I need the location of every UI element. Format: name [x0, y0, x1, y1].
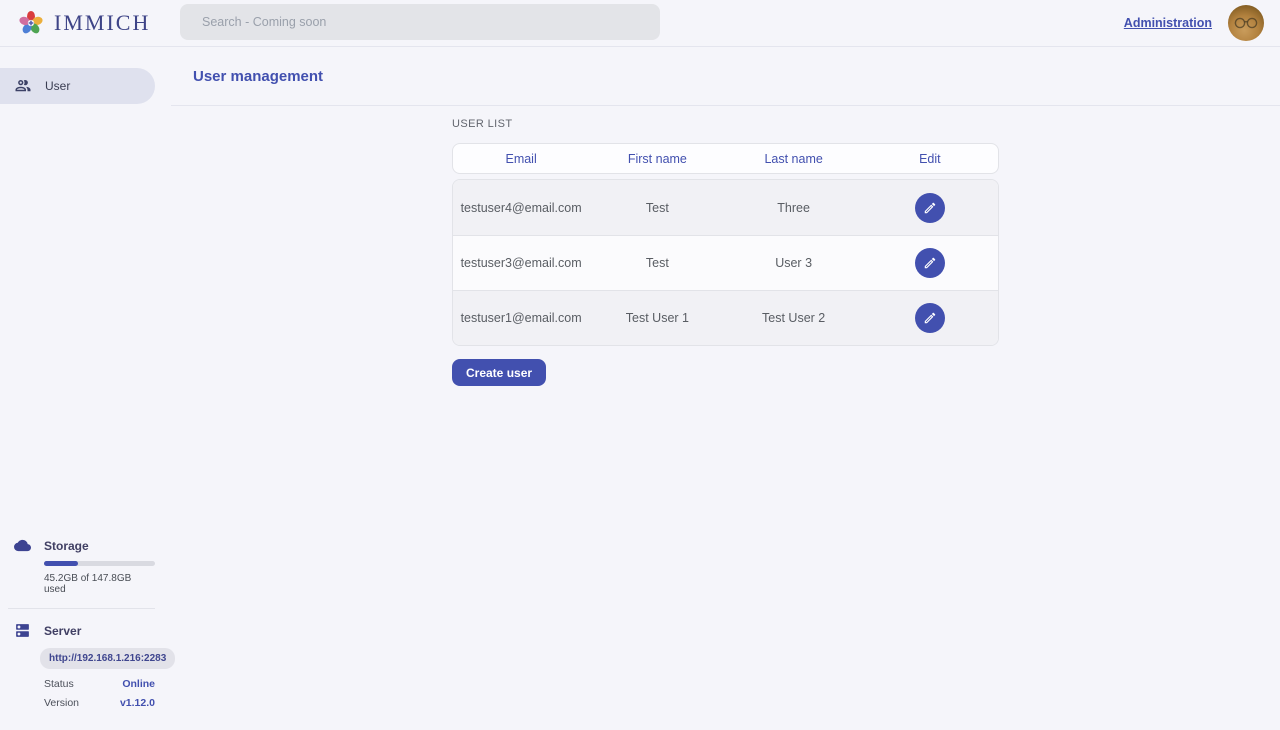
- storage-usage-text: 45.2GB of 147.8GB used: [44, 573, 132, 595]
- table-row: testuser4@email.com Test Three: [453, 180, 998, 235]
- server-version-label: Version: [44, 697, 80, 709]
- content-area: User management USER LIST Email First na…: [171, 47, 1280, 730]
- user-table: Email First name Last name Edit testuser…: [452, 143, 999, 346]
- user-email-cell: testuser1@email.com: [460, 311, 582, 325]
- column-header-edit: Edit: [919, 151, 941, 166]
- top-navbar: IMMICH Administration: [0, 0, 1280, 47]
- navbar-right: Administration: [1124, 5, 1280, 41]
- edit-user-button[interactable]: [914, 303, 945, 333]
- main-panel: USER LIST Email First name Last name Edi…: [171, 106, 1280, 386]
- user-email-cell: testuser3@email.com: [460, 256, 582, 270]
- pencil-icon: [924, 312, 936, 324]
- create-user-button[interactable]: Create user: [452, 359, 547, 386]
- search-input[interactable]: [180, 4, 660, 40]
- edit-user-button[interactable]: [914, 248, 945, 278]
- server-icon: [16, 624, 29, 637]
- storage-title: Storage: [44, 538, 89, 553]
- edit-user-button[interactable]: [914, 192, 945, 223]
- sidebar-item-user[interactable]: User: [0, 68, 155, 104]
- pencil-icon: [924, 202, 936, 213]
- storage-section-header: Storage: [0, 537, 155, 554]
- brand[interactable]: IMMICH: [17, 9, 150, 37]
- user-avatar[interactable]: [1228, 5, 1264, 41]
- cloud-icon: [14, 539, 31, 552]
- column-header-first-name: First name: [627, 151, 687, 166]
- user-lastname-cell: Test User 2: [762, 311, 826, 325]
- sidebar-item-label: User: [45, 79, 71, 93]
- user-firstname-cell: Test: [645, 200, 669, 215]
- storage-progress-bar: [44, 561, 155, 566]
- user-lastname-cell: User 3: [775, 256, 813, 270]
- user-email-cell: testuser4@email.com: [460, 200, 582, 215]
- user-firstname-cell: Test: [645, 256, 669, 270]
- user-lastname-cell: Three: [777, 200, 810, 215]
- server-url-badge: http://192.168.1.216:2283: [40, 648, 176, 669]
- table-row: testuser3@email.com Test User 3: [453, 235, 998, 290]
- administration-link[interactable]: Administration: [1123, 16, 1212, 30]
- server-status-label: Status: [44, 678, 74, 690]
- users-icon: [15, 79, 31, 92]
- server-section-header: Server: [0, 622, 155, 639]
- sidebar-footer: Storage 45.2GB of 147.8GB used Server ht…: [0, 537, 176, 716]
- user-firstname-cell: Test User 1: [625, 311, 689, 325]
- server-title: Server: [44, 623, 82, 638]
- table-header-row: Email First name Last name Edit: [452, 143, 999, 174]
- table-row: testuser1@email.com Test User 1 Test Use…: [453, 290, 998, 345]
- column-header-last-name: Last name: [764, 151, 823, 166]
- glasses-icon: [1234, 17, 1258, 29]
- sidebar-divider: [8, 608, 155, 609]
- pencil-icon: [924, 257, 936, 269]
- column-header-email: Email: [505, 151, 537, 166]
- server-status-value: Online: [122, 678, 155, 690]
- page-title: User management: [193, 67, 324, 85]
- immich-flower-icon: [19, 10, 43, 34]
- sidebar: User Storage 45.2GB of 147.8GB used Serv…: [0, 47, 176, 730]
- server-status-row: Status Online: [44, 678, 155, 690]
- page-header: User management: [171, 47, 1280, 106]
- brand-name: IMMICH: [54, 10, 151, 35]
- table-body: testuser4@email.com Test Three testuser3…: [452, 179, 999, 346]
- server-version-row: Version v1.12.0: [44, 697, 155, 709]
- storage-progress-fill: [44, 561, 78, 566]
- server-version-value: v1.12.0: [119, 697, 155, 709]
- user-list-label: USER LIST: [452, 118, 513, 130]
